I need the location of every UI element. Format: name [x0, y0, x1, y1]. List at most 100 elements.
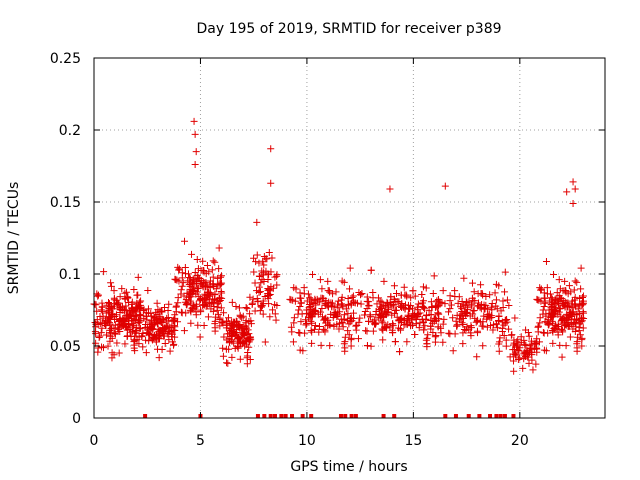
data-point	[163, 322, 171, 330]
data-point	[105, 306, 113, 314]
data-point	[423, 340, 431, 348]
data-point	[495, 347, 503, 355]
data-points	[90, 117, 588, 418]
data-point	[95, 334, 103, 342]
data-point	[451, 287, 459, 295]
data-point	[183, 299, 191, 307]
data-point	[299, 347, 307, 355]
data-point	[551, 307, 559, 315]
zero-value-point	[453, 414, 458, 418]
data-point	[144, 287, 152, 295]
data-point	[403, 292, 411, 300]
data-point	[289, 338, 297, 346]
data-point	[467, 322, 475, 330]
data-point	[542, 310, 550, 318]
zero-value-point	[283, 414, 288, 418]
data-point	[324, 303, 332, 311]
data-point	[290, 284, 298, 292]
data-point	[260, 261, 268, 269]
data-point	[100, 268, 108, 276]
data-point	[305, 314, 313, 322]
data-point	[334, 297, 342, 305]
zero-value-point	[466, 414, 471, 418]
data-point	[150, 333, 158, 341]
data-point	[228, 298, 236, 306]
data-point	[122, 315, 130, 323]
data-point	[513, 338, 521, 346]
zero-value-point	[353, 414, 358, 418]
data-point	[510, 341, 518, 349]
data-point	[562, 342, 570, 350]
data-point	[228, 353, 236, 361]
data-point	[272, 316, 280, 324]
data-point	[398, 304, 406, 312]
data-point	[250, 254, 258, 262]
data-point	[522, 326, 530, 334]
peak-point	[267, 145, 275, 153]
data-point	[579, 293, 587, 301]
data-point	[389, 320, 397, 328]
grid-lines	[94, 58, 605, 418]
data-point	[445, 329, 453, 337]
data-point	[405, 313, 413, 321]
data-point	[110, 287, 118, 295]
data-point	[434, 309, 442, 317]
data-point	[143, 323, 151, 331]
data-point	[264, 275, 272, 283]
data-point	[234, 334, 242, 342]
zero-value-point	[272, 414, 277, 418]
data-point	[393, 313, 401, 321]
data-point	[559, 326, 567, 334]
data-point	[116, 316, 124, 324]
peak-point	[569, 178, 577, 186]
data-point	[546, 290, 554, 298]
data-point	[178, 282, 186, 290]
y-tick-label: 0.1	[59, 267, 81, 283]
data-point	[532, 360, 540, 368]
data-point	[261, 338, 269, 346]
data-point	[453, 321, 461, 329]
data-point	[414, 300, 422, 308]
data-point	[140, 306, 148, 314]
data-point	[347, 314, 355, 322]
data-point	[134, 291, 142, 299]
data-point	[502, 316, 510, 324]
zero-value-point	[279, 414, 284, 418]
data-point	[421, 322, 429, 330]
data-point	[474, 299, 482, 307]
data-point	[99, 312, 107, 320]
x-tick-label: 0	[90, 433, 99, 449]
data-point	[256, 273, 264, 281]
data-point	[448, 301, 456, 309]
data-point	[164, 314, 172, 322]
data-point	[397, 319, 405, 327]
data-point	[543, 284, 551, 292]
data-point	[219, 352, 227, 360]
data-point	[121, 340, 129, 348]
data-point	[390, 295, 398, 303]
data-point	[459, 315, 467, 323]
data-point	[98, 319, 106, 327]
data-point	[539, 328, 547, 336]
data-point	[262, 267, 270, 275]
data-point	[155, 354, 163, 362]
data-point	[345, 331, 353, 339]
data-point	[133, 312, 141, 320]
data-point	[569, 308, 577, 316]
peak-point	[191, 161, 199, 169]
data-point	[453, 322, 461, 330]
data-point	[362, 327, 370, 335]
data-point	[140, 307, 148, 315]
data-point	[123, 288, 131, 296]
data-point	[499, 297, 507, 305]
data-point	[265, 300, 273, 308]
data-point	[570, 286, 578, 294]
data-point	[244, 326, 252, 334]
data-point	[236, 355, 244, 363]
data-point	[420, 326, 428, 334]
data-point	[209, 295, 217, 303]
data-point	[480, 312, 488, 320]
data-point	[547, 294, 555, 302]
data-point	[529, 366, 537, 374]
data-point	[473, 353, 481, 361]
